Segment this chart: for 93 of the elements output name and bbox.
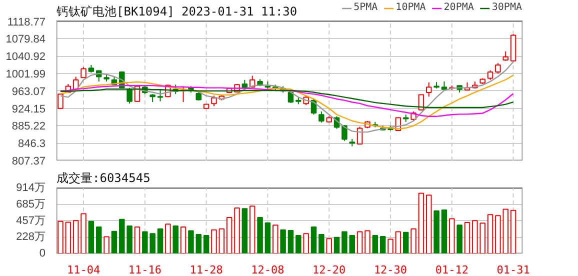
bar bbox=[134, 226, 140, 254]
bar bbox=[272, 224, 278, 254]
bar bbox=[211, 229, 217, 254]
bar bbox=[487, 214, 494, 254]
bar bbox=[326, 238, 332, 254]
y-tick-label: 1040.92 bbox=[6, 51, 46, 64]
y-tick-label: 914万 bbox=[16, 182, 46, 194]
y-tick-label: 924.15 bbox=[12, 103, 46, 116]
y-tick-label: 0 bbox=[39, 248, 46, 260]
line-series bbox=[60, 61, 514, 133]
bar bbox=[257, 217, 263, 254]
line-series bbox=[60, 74, 514, 130]
y-tick-label: 807.37 bbox=[12, 156, 46, 168]
chart-title: 钙钛矿电池[BK1094] 2023-01-31 11:30 bbox=[56, 4, 298, 18]
bar bbox=[188, 230, 194, 254]
candlestick bbox=[426, 82, 432, 98]
bar bbox=[72, 220, 79, 254]
x-tick-label: 12-08 bbox=[251, 264, 284, 276]
bar bbox=[395, 231, 402, 254]
bar bbox=[111, 230, 118, 254]
x-tick-label: 01-31 bbox=[496, 264, 530, 276]
legend-label: 30PMA bbox=[492, 2, 522, 13]
y-tick-label: 1001.99 bbox=[6, 68, 46, 80]
candlestick bbox=[157, 88, 164, 102]
bar bbox=[303, 233, 309, 254]
bar bbox=[356, 231, 363, 254]
candlestick bbox=[356, 126, 363, 146]
chart-title: 成交量:6034545 bbox=[56, 171, 150, 186]
y-tick-label: 885.22 bbox=[12, 120, 46, 133]
bar bbox=[334, 236, 340, 254]
x-tick-label: 11-16 bbox=[128, 264, 162, 276]
bar bbox=[234, 208, 240, 254]
legend-label: 5PMA bbox=[354, 2, 378, 13]
x-tick-label: 12-30 bbox=[374, 264, 408, 276]
bar bbox=[157, 228, 164, 254]
bar bbox=[88, 220, 94, 254]
bar bbox=[218, 228, 225, 254]
candlestick bbox=[126, 87, 132, 104]
y-tick-label: 457万 bbox=[16, 214, 46, 227]
bar bbox=[456, 224, 462, 254]
bar bbox=[58, 220, 64, 254]
bar bbox=[172, 226, 178, 254]
bar bbox=[434, 210, 440, 254]
y-tick-label: 685万 bbox=[16, 198, 46, 211]
bar bbox=[249, 206, 256, 254]
candlestick bbox=[318, 110, 324, 124]
bar bbox=[165, 224, 171, 254]
bar bbox=[388, 238, 394, 254]
bar bbox=[242, 208, 248, 254]
bar bbox=[380, 236, 386, 254]
bar bbox=[65, 222, 72, 254]
y-tick-label: 846.3 bbox=[18, 138, 46, 150]
bar bbox=[464, 222, 470, 254]
bar bbox=[96, 226, 102, 254]
bar bbox=[418, 192, 424, 254]
bar bbox=[196, 234, 202, 254]
bar bbox=[364, 230, 370, 254]
candlestick bbox=[211, 95, 217, 107]
bar bbox=[104, 236, 110, 254]
bar bbox=[318, 234, 324, 254]
bar bbox=[226, 217, 232, 254]
legend-label: 20PMA bbox=[444, 2, 474, 13]
x-tick-label: 11-28 bbox=[190, 264, 223, 276]
bar bbox=[288, 230, 294, 254]
bar bbox=[449, 218, 455, 254]
bar bbox=[372, 234, 378, 254]
bar bbox=[441, 209, 448, 254]
y-tick-label: 963.07 bbox=[12, 86, 46, 98]
x-tick-label: 12-20 bbox=[312, 264, 346, 276]
bar bbox=[310, 226, 317, 254]
candlestick bbox=[80, 66, 86, 78]
bar bbox=[80, 213, 86, 254]
x-tick-label: 11-04 bbox=[66, 264, 100, 276]
candlestick bbox=[418, 94, 424, 112]
candlestick bbox=[487, 70, 494, 80]
candlestick bbox=[342, 124, 348, 142]
bar bbox=[180, 226, 186, 254]
x-tick-label: 01-12 bbox=[435, 264, 468, 276]
y-tick-label: 1079.84 bbox=[6, 34, 46, 46]
bar bbox=[203, 234, 210, 254]
bar bbox=[426, 194, 432, 254]
bar bbox=[264, 222, 271, 254]
bar bbox=[296, 234, 302, 254]
bar bbox=[410, 228, 416, 254]
bar bbox=[280, 229, 286, 254]
bar bbox=[402, 232, 409, 254]
y-tick-label: 1118.77 bbox=[7, 16, 46, 28]
bar bbox=[510, 210, 516, 254]
candlestick bbox=[495, 62, 501, 74]
y-tick-label: 228万 bbox=[16, 231, 46, 244]
candlestick bbox=[58, 94, 64, 109]
candlestick bbox=[502, 50, 508, 62]
legend-label: 10PMA bbox=[396, 2, 426, 13]
